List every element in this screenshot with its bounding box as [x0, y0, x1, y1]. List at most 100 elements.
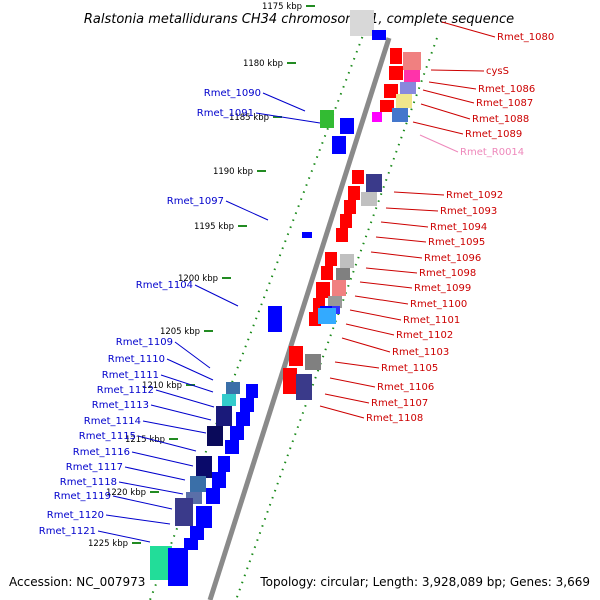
- gene-label-left[interactable]: Rmet_1114: [84, 416, 141, 427]
- leader-line: [420, 103, 471, 120]
- gene-feature[interactable]: [226, 382, 240, 394]
- gene-label-right[interactable]: Rmet_1108: [366, 413, 423, 424]
- gene-feature[interactable]: [320, 110, 334, 128]
- gene-feature[interactable]: [190, 476, 206, 492]
- gene-label-right[interactable]: Rmet_1103: [392, 347, 449, 358]
- gene-feature[interactable]: [318, 308, 336, 324]
- gene-label-left[interactable]: Rmet_1097: [167, 196, 224, 207]
- gene-feature[interactable]: [361, 192, 377, 206]
- gene-label-right[interactable]: Rmet_1100: [410, 299, 467, 310]
- gene-feature[interactable]: [302, 232, 312, 238]
- gene-label-right[interactable]: Rmet_1080: [497, 32, 554, 43]
- gene-feature[interactable]: [296, 374, 312, 400]
- gene-feature[interactable]: [225, 440, 239, 454]
- leader-line: [359, 281, 413, 289]
- gene-label-right[interactable]: Rmet_R0014: [460, 147, 524, 158]
- gene-label-left[interactable]: Rmet_1112: [97, 385, 154, 396]
- gene-label-right[interactable]: Rmet_1089: [465, 129, 522, 140]
- gene-label-left[interactable]: Rmet_1104: [136, 280, 193, 291]
- gene-feature[interactable]: [352, 170, 364, 184]
- gene-label-right[interactable]: Rmet_1094: [430, 222, 487, 233]
- gene-feature[interactable]: [396, 94, 412, 108]
- gene-label-left[interactable]: Rmet_1116: [73, 447, 130, 458]
- gene-label-left[interactable]: Rmet_1111: [102, 370, 159, 381]
- gene-feature[interactable]: [218, 456, 230, 472]
- gene-feature[interactable]: [289, 346, 303, 366]
- gene-label-left[interactable]: Rmet_1119: [54, 491, 111, 502]
- gene-label-right[interactable]: Rmet_1106: [377, 382, 434, 393]
- gene-feature[interactable]: [332, 280, 346, 296]
- gene-feature[interactable]: [328, 296, 342, 308]
- gene-feature[interactable]: [268, 306, 282, 332]
- gene-label-right[interactable]: cysS: [486, 66, 509, 77]
- gene-feature[interactable]: [230, 426, 244, 440]
- gene-label-right[interactable]: Rmet_1099: [414, 283, 471, 294]
- gene-feature[interactable]: [196, 506, 212, 528]
- gene-feature[interactable]: [206, 488, 220, 504]
- gene-feature[interactable]: [196, 456, 212, 478]
- gene-feature[interactable]: [325, 252, 337, 266]
- gene-label-right[interactable]: Rmet_1098: [419, 268, 476, 279]
- gene-feature[interactable]: [316, 282, 330, 298]
- gene-feature[interactable]: [340, 254, 354, 268]
- gene-feature[interactable]: [340, 118, 354, 134]
- gene-feature[interactable]: [404, 70, 420, 82]
- gene-label-left[interactable]: Rmet_1118: [60, 477, 117, 488]
- gene-feature[interactable]: [380, 100, 394, 112]
- gene-label-left[interactable]: Rmet_1120: [47, 510, 104, 521]
- gene-label-left[interactable]: Rmet_1121: [39, 526, 96, 537]
- gene-feature[interactable]: [240, 398, 254, 412]
- gene-feature[interactable]: [190, 526, 204, 540]
- gene-feature[interactable]: [350, 10, 374, 36]
- gene-label-right[interactable]: Rmet_1095: [428, 237, 485, 248]
- gene-label-right[interactable]: Rmet_1096: [424, 253, 481, 264]
- gene-feature[interactable]: [332, 136, 346, 154]
- gene-feature[interactable]: [366, 174, 382, 192]
- gene-label-right[interactable]: Rmet_1087: [476, 98, 533, 109]
- gene-feature[interactable]: [150, 546, 172, 580]
- gene-label-right[interactable]: Rmet_1092: [446, 190, 503, 201]
- gene-feature[interactable]: [236, 412, 250, 426]
- gene-label-right[interactable]: Rmet_1086: [478, 84, 535, 95]
- gene-label-right[interactable]: Rmet_1105: [381, 363, 438, 374]
- gene-feature[interactable]: [389, 66, 403, 80]
- gene-label-left[interactable]: Rmet_1091: [197, 108, 254, 119]
- gene-label-right[interactable]: Rmet_1107: [371, 398, 428, 409]
- gene-feature[interactable]: [336, 228, 348, 242]
- gene-feature[interactable]: [400, 82, 416, 94]
- gene-feature[interactable]: [372, 112, 382, 122]
- gene-feature[interactable]: [336, 268, 350, 280]
- gene-feature[interactable]: [348, 186, 360, 200]
- gene-feature[interactable]: [283, 368, 297, 394]
- gene-feature[interactable]: [168, 548, 188, 586]
- gene-feature[interactable]: [321, 266, 333, 280]
- gene-label-left[interactable]: Rmet_1109: [116, 337, 173, 348]
- gene-label-left[interactable]: Rmet_1090: [204, 88, 261, 99]
- leader-line: [137, 435, 197, 452]
- gene-feature[interactable]: [207, 426, 223, 446]
- gene-feature[interactable]: [184, 538, 198, 550]
- gene-feature[interactable]: [222, 394, 236, 406]
- gene-label-right[interactable]: Rmet_1102: [396, 330, 453, 341]
- gene-label-right[interactable]: Rmet_1101: [403, 315, 460, 326]
- gene-label-right[interactable]: Rmet_1093: [440, 206, 497, 217]
- gene-feature[interactable]: [340, 214, 352, 228]
- gene-feature[interactable]: [403, 52, 421, 70]
- gene-feature[interactable]: [392, 108, 408, 122]
- gene-feature[interactable]: [384, 84, 398, 98]
- gene-feature[interactable]: [390, 48, 402, 64]
- gene-label-right[interactable]: Rmet_1088: [472, 114, 529, 125]
- gene-label-left[interactable]: Rmet_1117: [66, 462, 123, 473]
- gene-feature[interactable]: [372, 30, 386, 40]
- gene-label-left[interactable]: Rmet_1110: [108, 354, 165, 365]
- gene-feature[interactable]: [344, 200, 356, 214]
- gene-feature[interactable]: [305, 354, 321, 370]
- gene-label-left[interactable]: Rmet_1115: [79, 431, 136, 442]
- gene-feature[interactable]: [212, 472, 226, 488]
- gene-feature[interactable]: [175, 498, 193, 526]
- gene-feature[interactable]: [216, 406, 232, 426]
- leader-line: [194, 284, 239, 307]
- gene-feature[interactable]: [246, 384, 258, 398]
- gene-label-left[interactable]: Rmet_1113: [92, 400, 149, 411]
